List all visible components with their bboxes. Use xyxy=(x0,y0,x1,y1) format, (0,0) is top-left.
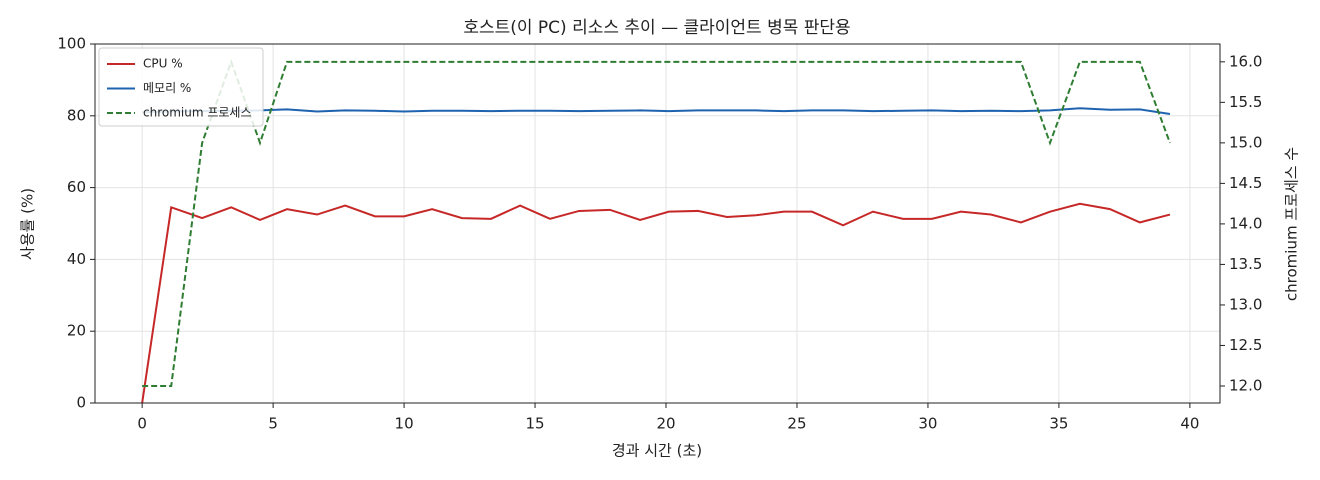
x-tick-label: 20 xyxy=(656,415,675,433)
series-line xyxy=(142,107,1171,115)
plot-frame xyxy=(94,43,1221,404)
x-axis-label: 경과 시간 (초) xyxy=(612,442,702,460)
x-tick-label: 15 xyxy=(525,415,544,433)
legend-label: 메모리 % xyxy=(143,81,191,95)
y2-tick-label: 16.0 xyxy=(1229,52,1262,70)
legend-label: chromium 프로세스 xyxy=(143,106,252,120)
x-tick-label: 25 xyxy=(787,415,806,433)
legend-label: CPU % xyxy=(143,57,183,71)
x-tick-label: 5 xyxy=(268,415,278,433)
y2-tick-label: 15.0 xyxy=(1229,133,1262,151)
y2-tick-label: 14.0 xyxy=(1229,214,1262,232)
y2-tick-label: 12.0 xyxy=(1229,376,1262,394)
y2-tick-label: 15.5 xyxy=(1229,93,1262,111)
y-tick-label: 80 xyxy=(67,106,86,124)
y2-tick-label: 13.0 xyxy=(1229,295,1262,313)
y-tick-label: 0 xyxy=(76,394,86,412)
y-tick-label: 20 xyxy=(67,322,86,340)
y-tick-label: 40 xyxy=(67,250,86,268)
x-tick-label: 30 xyxy=(918,415,937,433)
y2-tick-label: 12.5 xyxy=(1229,336,1262,354)
y2-axis-label: chromium 프로세스 수 xyxy=(1283,147,1301,301)
series-line xyxy=(141,202,1171,404)
x-tick-label: 10 xyxy=(395,415,414,433)
x-tick-label: 40 xyxy=(1180,415,1199,433)
y-tick-label: 60 xyxy=(67,178,86,196)
x-tick-label: 35 xyxy=(1049,415,1068,433)
x-tick-label: 0 xyxy=(137,415,147,433)
legend-box xyxy=(98,47,264,127)
y2-tick-label: 14.5 xyxy=(1229,174,1262,192)
y-axis-label: 사용률 (%) xyxy=(19,188,37,260)
y-tick-label: 100 xyxy=(57,35,86,53)
y2-tick-label: 13.5 xyxy=(1229,255,1262,273)
chart-title: 호스트(이 PC) 리소스 추이 — 클라이언트 병목 판단용 xyxy=(463,18,850,38)
